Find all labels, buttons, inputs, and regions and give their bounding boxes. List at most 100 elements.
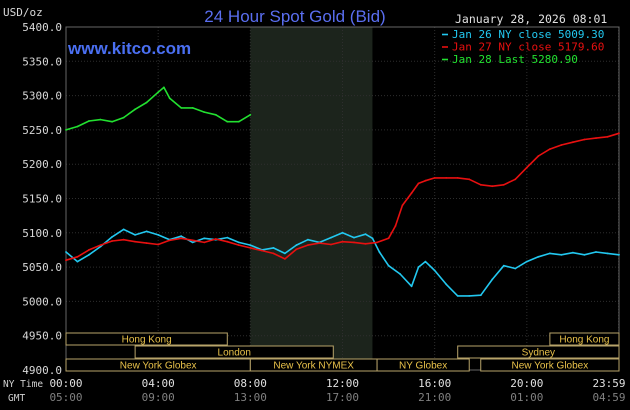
series-2-point — [387, 237, 390, 240]
series-1-point — [525, 260, 528, 263]
series-2-point — [318, 242, 321, 245]
series-3-point — [168, 97, 171, 100]
series-3-point — [111, 120, 113, 123]
series-1-point — [378, 251, 381, 253]
y-tick-label: 5250.0 — [22, 124, 62, 137]
session-label: Hong Kong — [122, 335, 172, 346]
x-tick-label-ny: 12:00 — [326, 377, 359, 390]
series-2-point — [583, 138, 586, 141]
series-1-point — [284, 252, 286, 255]
chart-title: 24 Hour Spot Gold (Bid) — [204, 7, 385, 26]
series-2-point — [65, 259, 67, 262]
series-2-point — [376, 241, 378, 244]
session-bar — [480, 358, 620, 372]
series-1-point — [226, 236, 229, 239]
series-2-point — [456, 177, 459, 179]
series-2-point — [272, 252, 275, 255]
series-2-point — [134, 240, 137, 243]
legend-entry: Jan 27 NY close 5179.60 — [452, 41, 604, 54]
x-tick-label-gmt: 09:00 — [142, 391, 175, 404]
series-3-point — [157, 91, 160, 94]
series-2-point — [445, 177, 448, 179]
series-2-point — [401, 204, 404, 207]
x-tick-label-gmt: 01:00 — [510, 391, 543, 404]
series-3-point — [226, 120, 229, 123]
series-3-point — [191, 107, 194, 109]
series-2-point — [618, 132, 620, 135]
series-1-point — [456, 295, 459, 297]
series-2-point — [433, 177, 436, 179]
series-1-point — [65, 251, 67, 253]
session-label: New York Globex — [120, 361, 197, 372]
series-2-point — [226, 240, 229, 243]
series-3-point — [145, 101, 148, 104]
x-tick-label-ny: 00:00 — [49, 377, 82, 390]
series-1-point — [549, 252, 551, 255]
series-1-point — [445, 283, 448, 286]
series-2-point — [491, 185, 494, 188]
series-2-point — [180, 237, 183, 240]
x-tick-label-gmt: 05:00 — [49, 391, 82, 404]
series-line-3 — [65, 86, 251, 131]
series-2-point — [249, 247, 252, 249]
series-1-point — [272, 247, 275, 249]
series-2-point — [353, 241, 355, 244]
series-2-point — [88, 249, 90, 251]
series-2-point — [417, 182, 420, 185]
session-label: Sydney — [522, 348, 555, 359]
y-tick-label: 5000.0 — [22, 295, 62, 308]
series-3-point — [214, 113, 217, 116]
series-2-point — [394, 225, 397, 227]
series-1-point — [417, 266, 420, 268]
series-2-point — [145, 242, 148, 245]
session-label: London — [218, 348, 251, 359]
series-2-point — [191, 239, 194, 242]
series-2-point — [572, 141, 574, 144]
series-2-point — [168, 239, 171, 242]
x-tick-label-gmt: 04:59 — [592, 391, 625, 404]
series-3-point — [203, 111, 206, 113]
series-1-point — [491, 278, 494, 281]
session-bar — [65, 332, 228, 346]
x-tick-label-ny: 23:59 — [592, 377, 625, 390]
series-1-point — [295, 244, 298, 247]
series-2-point — [261, 249, 263, 252]
series-2-point — [424, 179, 427, 182]
series-1-point — [560, 253, 563, 256]
series-3-point — [134, 108, 137, 111]
series-2-point — [502, 183, 505, 186]
y-tick-label: 5050.0 — [22, 261, 62, 274]
session-label: NY Globex — [399, 361, 447, 372]
price-series — [65, 86, 620, 297]
series-1-point — [122, 228, 125, 231]
series-3-point — [99, 118, 102, 121]
x-tick-label-ny: 20:00 — [510, 377, 543, 390]
session-bar — [457, 345, 620, 359]
y-tick-label: 5100.0 — [22, 227, 62, 240]
session-label: Hong Kong — [559, 335, 609, 346]
series-1-point — [145, 230, 148, 233]
series-1-point — [111, 236, 113, 238]
series-2-point — [410, 192, 413, 194]
x-tick-label-ny: 16:00 — [418, 377, 451, 390]
y-axis-unit-label: USD/oz — [3, 6, 43, 19]
series-1-point — [595, 251, 597, 253]
x-tick-label-gmt: 21:00 — [418, 391, 451, 404]
series-2-point — [214, 238, 217, 240]
series-1-point — [433, 269, 436, 272]
series-1-point — [76, 260, 79, 263]
series-2-point — [307, 244, 309, 247]
series-1-point — [618, 253, 620, 256]
series-1-point — [191, 241, 194, 244]
series-3-point — [249, 113, 252, 116]
y-tick-label: 5400.0 — [22, 21, 62, 34]
series-1-point — [237, 241, 240, 244]
series-2-point — [537, 155, 540, 157]
series-2-point — [76, 255, 79, 258]
series-3-point — [65, 129, 67, 131]
x-tick-label-ny: 04:00 — [142, 377, 175, 390]
series-1-point — [330, 236, 332, 239]
series-1-point — [341, 231, 344, 234]
